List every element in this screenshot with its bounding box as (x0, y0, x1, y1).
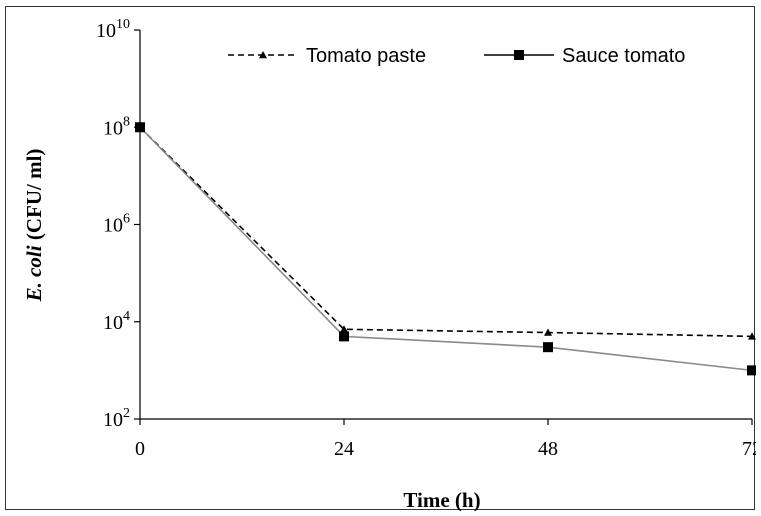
series-line (139, 126, 753, 338)
x-tick-label: 48 (538, 438, 558, 460)
legend-marker (514, 50, 524, 60)
y-tick-base: 10 (96, 20, 116, 42)
y-tick-base: 10 (103, 409, 123, 431)
series (135, 122, 756, 376)
legend: Tomato paste Sauce tomato (228, 45, 685, 67)
y-tick-base: 10 (103, 117, 123, 139)
y-axis-title-italic: E. coli (22, 245, 46, 302)
x-axis-title: Time (h) (403, 488, 480, 511)
series-square (135, 122, 756, 376)
data-point (543, 342, 553, 353)
y-tick-base: 10 (103, 215, 123, 237)
x-ticks: 0 24 48 72 (135, 419, 756, 460)
y-tick-exponent: 2 (123, 406, 130, 421)
y-tick-label: 108 (103, 114, 130, 139)
y-tick-label: 106 (103, 212, 130, 237)
data-point (544, 328, 552, 336)
series-triangle (136, 123, 756, 340)
data-point (340, 325, 348, 333)
data-point (747, 365, 756, 376)
y-axis-title: E. coli (CFU/ ml) (22, 149, 46, 303)
x-tick-label: 0 (135, 438, 145, 460)
legend-marker (259, 51, 267, 59)
y-tick-base: 10 (103, 312, 123, 334)
series-line (139, 126, 753, 372)
data-point (748, 332, 756, 340)
x-tick-label: 24 (334, 438, 354, 460)
y-tick-exponent: 8 (123, 114, 130, 129)
legend-label: Sauce tomato (562, 45, 685, 67)
data-point (339, 331, 349, 342)
x-tick-label: 72 (742, 438, 756, 460)
legend-item: Tomato paste (228, 45, 426, 67)
legend-item: Sauce tomato (484, 45, 685, 67)
y-tick-exponent: 6 (123, 212, 130, 227)
y-tick-exponent: 4 (123, 309, 130, 324)
y-tick-label: 102 (103, 406, 130, 431)
y-tick-exponent: 10 (116, 17, 130, 32)
legend-label: Tomato paste (306, 45, 426, 67)
y-tick-label: 1010 (96, 17, 130, 42)
y-tick-label: 104 (103, 309, 130, 334)
y-axis-title-rest: (CFU/ ml) (22, 149, 46, 246)
data-point (135, 122, 145, 133)
